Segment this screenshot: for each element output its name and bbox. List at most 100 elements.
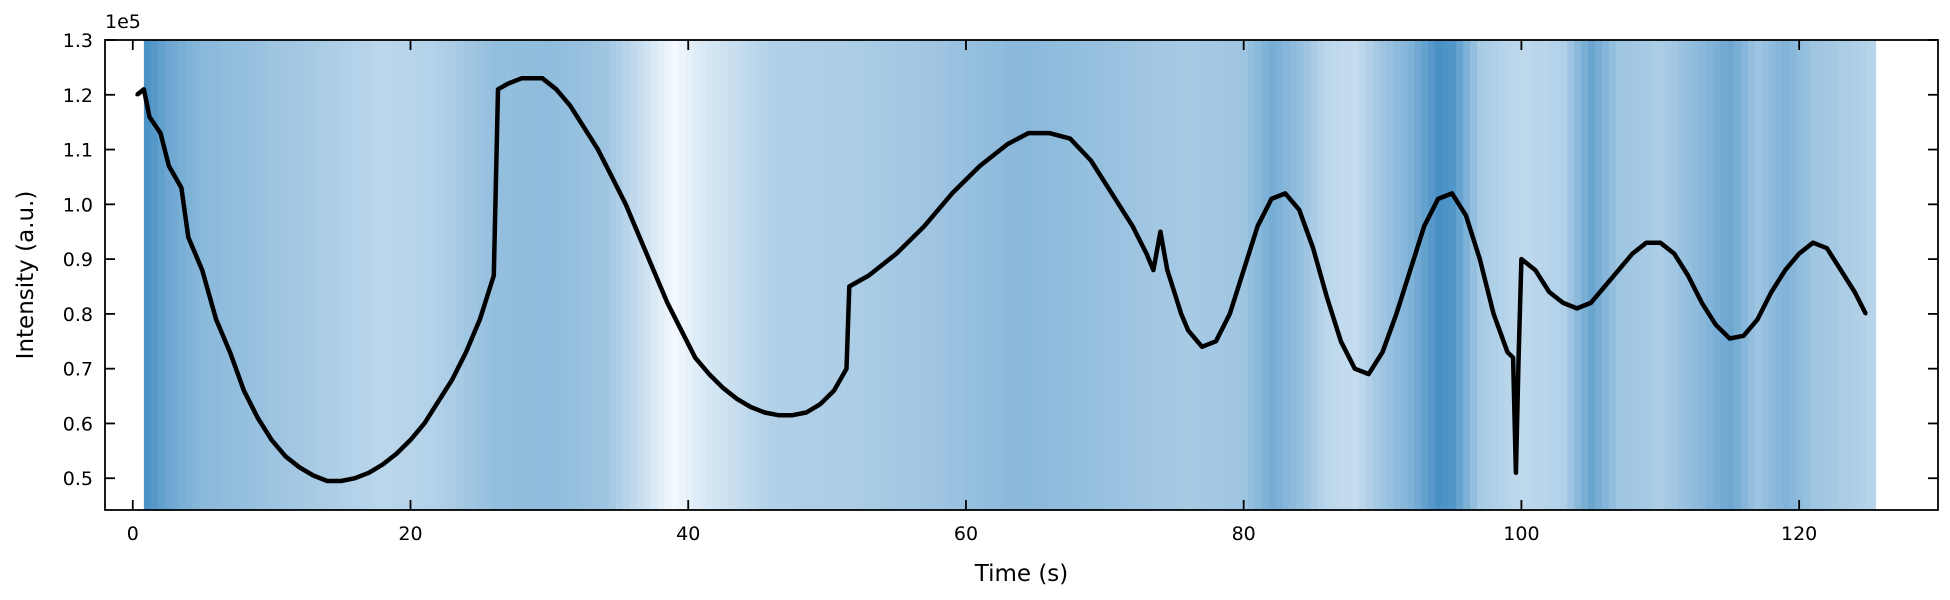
band-strip bbox=[310, 40, 319, 510]
band-strip bbox=[789, 40, 798, 510]
band-strip bbox=[886, 40, 895, 510]
band-strip bbox=[1692, 40, 1700, 510]
band-strip bbox=[1018, 40, 1027, 510]
band-strip bbox=[282, 40, 291, 510]
band-strip bbox=[511, 40, 520, 510]
band-strip bbox=[379, 40, 388, 510]
data-point bbox=[1047, 131, 1051, 135]
band-strip bbox=[671, 40, 680, 510]
band-strip bbox=[907, 40, 916, 510]
band-strip bbox=[1483, 40, 1492, 510]
band-strip bbox=[213, 40, 221, 510]
data-point bbox=[1339, 339, 1343, 343]
band-strip bbox=[1476, 40, 1485, 510]
band-strip bbox=[1497, 40, 1506, 510]
band-strip bbox=[442, 40, 450, 510]
data-point bbox=[381, 462, 385, 467]
band-strip bbox=[463, 40, 471, 510]
data-point bbox=[142, 87, 146, 91]
band-strip bbox=[248, 40, 256, 510]
data-point bbox=[1165, 268, 1169, 272]
band-strip bbox=[1553, 40, 1561, 510]
band-strip bbox=[1858, 40, 1867, 510]
data-point bbox=[1617, 268, 1621, 272]
data-point bbox=[311, 473, 315, 478]
band-strip bbox=[1844, 40, 1853, 510]
band-strip bbox=[1872, 40, 1877, 510]
data-point bbox=[228, 350, 232, 354]
band-strip bbox=[324, 40, 332, 510]
band-strip bbox=[768, 40, 777, 510]
band-strip bbox=[720, 40, 728, 510]
data-point bbox=[1367, 372, 1371, 376]
band-strip bbox=[1171, 40, 1180, 510]
data-point bbox=[1741, 334, 1746, 338]
band-strip bbox=[956, 40, 964, 510]
band-strip bbox=[1178, 40, 1186, 510]
data-point bbox=[1517, 356, 1521, 360]
band-strip bbox=[1247, 40, 1256, 510]
band-strip bbox=[1803, 40, 1811, 510]
band-strip bbox=[970, 40, 978, 510]
band-strip bbox=[1213, 40, 1221, 510]
band-strip bbox=[1129, 40, 1138, 510]
band-strip bbox=[984, 40, 992, 510]
band-strip bbox=[1240, 40, 1249, 510]
data-point bbox=[297, 465, 302, 469]
data-point bbox=[135, 93, 139, 97]
data-point bbox=[1179, 312, 1183, 316]
data-point bbox=[179, 186, 183, 190]
band-strip bbox=[1747, 40, 1756, 510]
data-point bbox=[533, 76, 538, 80]
band-strip bbox=[1206, 40, 1214, 510]
data-point bbox=[339, 479, 343, 483]
band-strip bbox=[1157, 40, 1166, 510]
data-point bbox=[186, 235, 190, 239]
data-point bbox=[679, 328, 683, 332]
band-strip bbox=[1331, 40, 1339, 510]
data-point bbox=[1547, 290, 1551, 294]
data-point bbox=[1408, 268, 1412, 272]
band-strip bbox=[504, 40, 513, 510]
band-strip bbox=[1025, 40, 1034, 510]
band-strip bbox=[1233, 40, 1242, 510]
band-strip bbox=[1726, 40, 1735, 510]
data-point bbox=[1186, 328, 1190, 332]
y-tick-label: 1.3 bbox=[63, 30, 93, 52]
band-strip bbox=[1011, 40, 1020, 510]
band-strip bbox=[393, 40, 402, 510]
band-strip bbox=[1470, 40, 1478, 510]
y-tick-label: 1.1 bbox=[63, 140, 93, 162]
band-strip bbox=[1560, 40, 1568, 510]
band-strip bbox=[1282, 40, 1291, 510]
band-strip bbox=[1615, 40, 1624, 510]
data-point bbox=[596, 147, 600, 152]
band-strip bbox=[1629, 40, 1638, 510]
data-point bbox=[256, 416, 260, 420]
y-tick-label: 1.0 bbox=[63, 194, 93, 216]
band-strip bbox=[761, 40, 770, 510]
data-point bbox=[283, 454, 288, 458]
band-strip bbox=[1365, 40, 1374, 510]
band-strip bbox=[1046, 40, 1055, 510]
data-point bbox=[1436, 197, 1440, 201]
band-strip bbox=[1699, 40, 1707, 510]
background-color-band bbox=[143, 40, 1877, 510]
band-strip bbox=[852, 40, 860, 510]
band-strip bbox=[622, 40, 631, 510]
data-point bbox=[1172, 290, 1176, 294]
data-point bbox=[1464, 213, 1468, 217]
y-tick-label: 0.9 bbox=[63, 249, 93, 271]
data-point bbox=[1103, 180, 1107, 185]
data-point bbox=[1255, 224, 1260, 228]
band-strip bbox=[1261, 40, 1270, 510]
band-strip bbox=[1150, 40, 1159, 510]
band-strip bbox=[616, 40, 624, 510]
band-strip bbox=[220, 40, 228, 510]
band-strip bbox=[1074, 40, 1082, 510]
band-strip bbox=[400, 40, 409, 510]
intensity-series bbox=[135, 76, 1868, 484]
band-strip bbox=[1414, 40, 1423, 510]
data-point bbox=[1394, 312, 1399, 316]
band-strip bbox=[1254, 40, 1263, 510]
